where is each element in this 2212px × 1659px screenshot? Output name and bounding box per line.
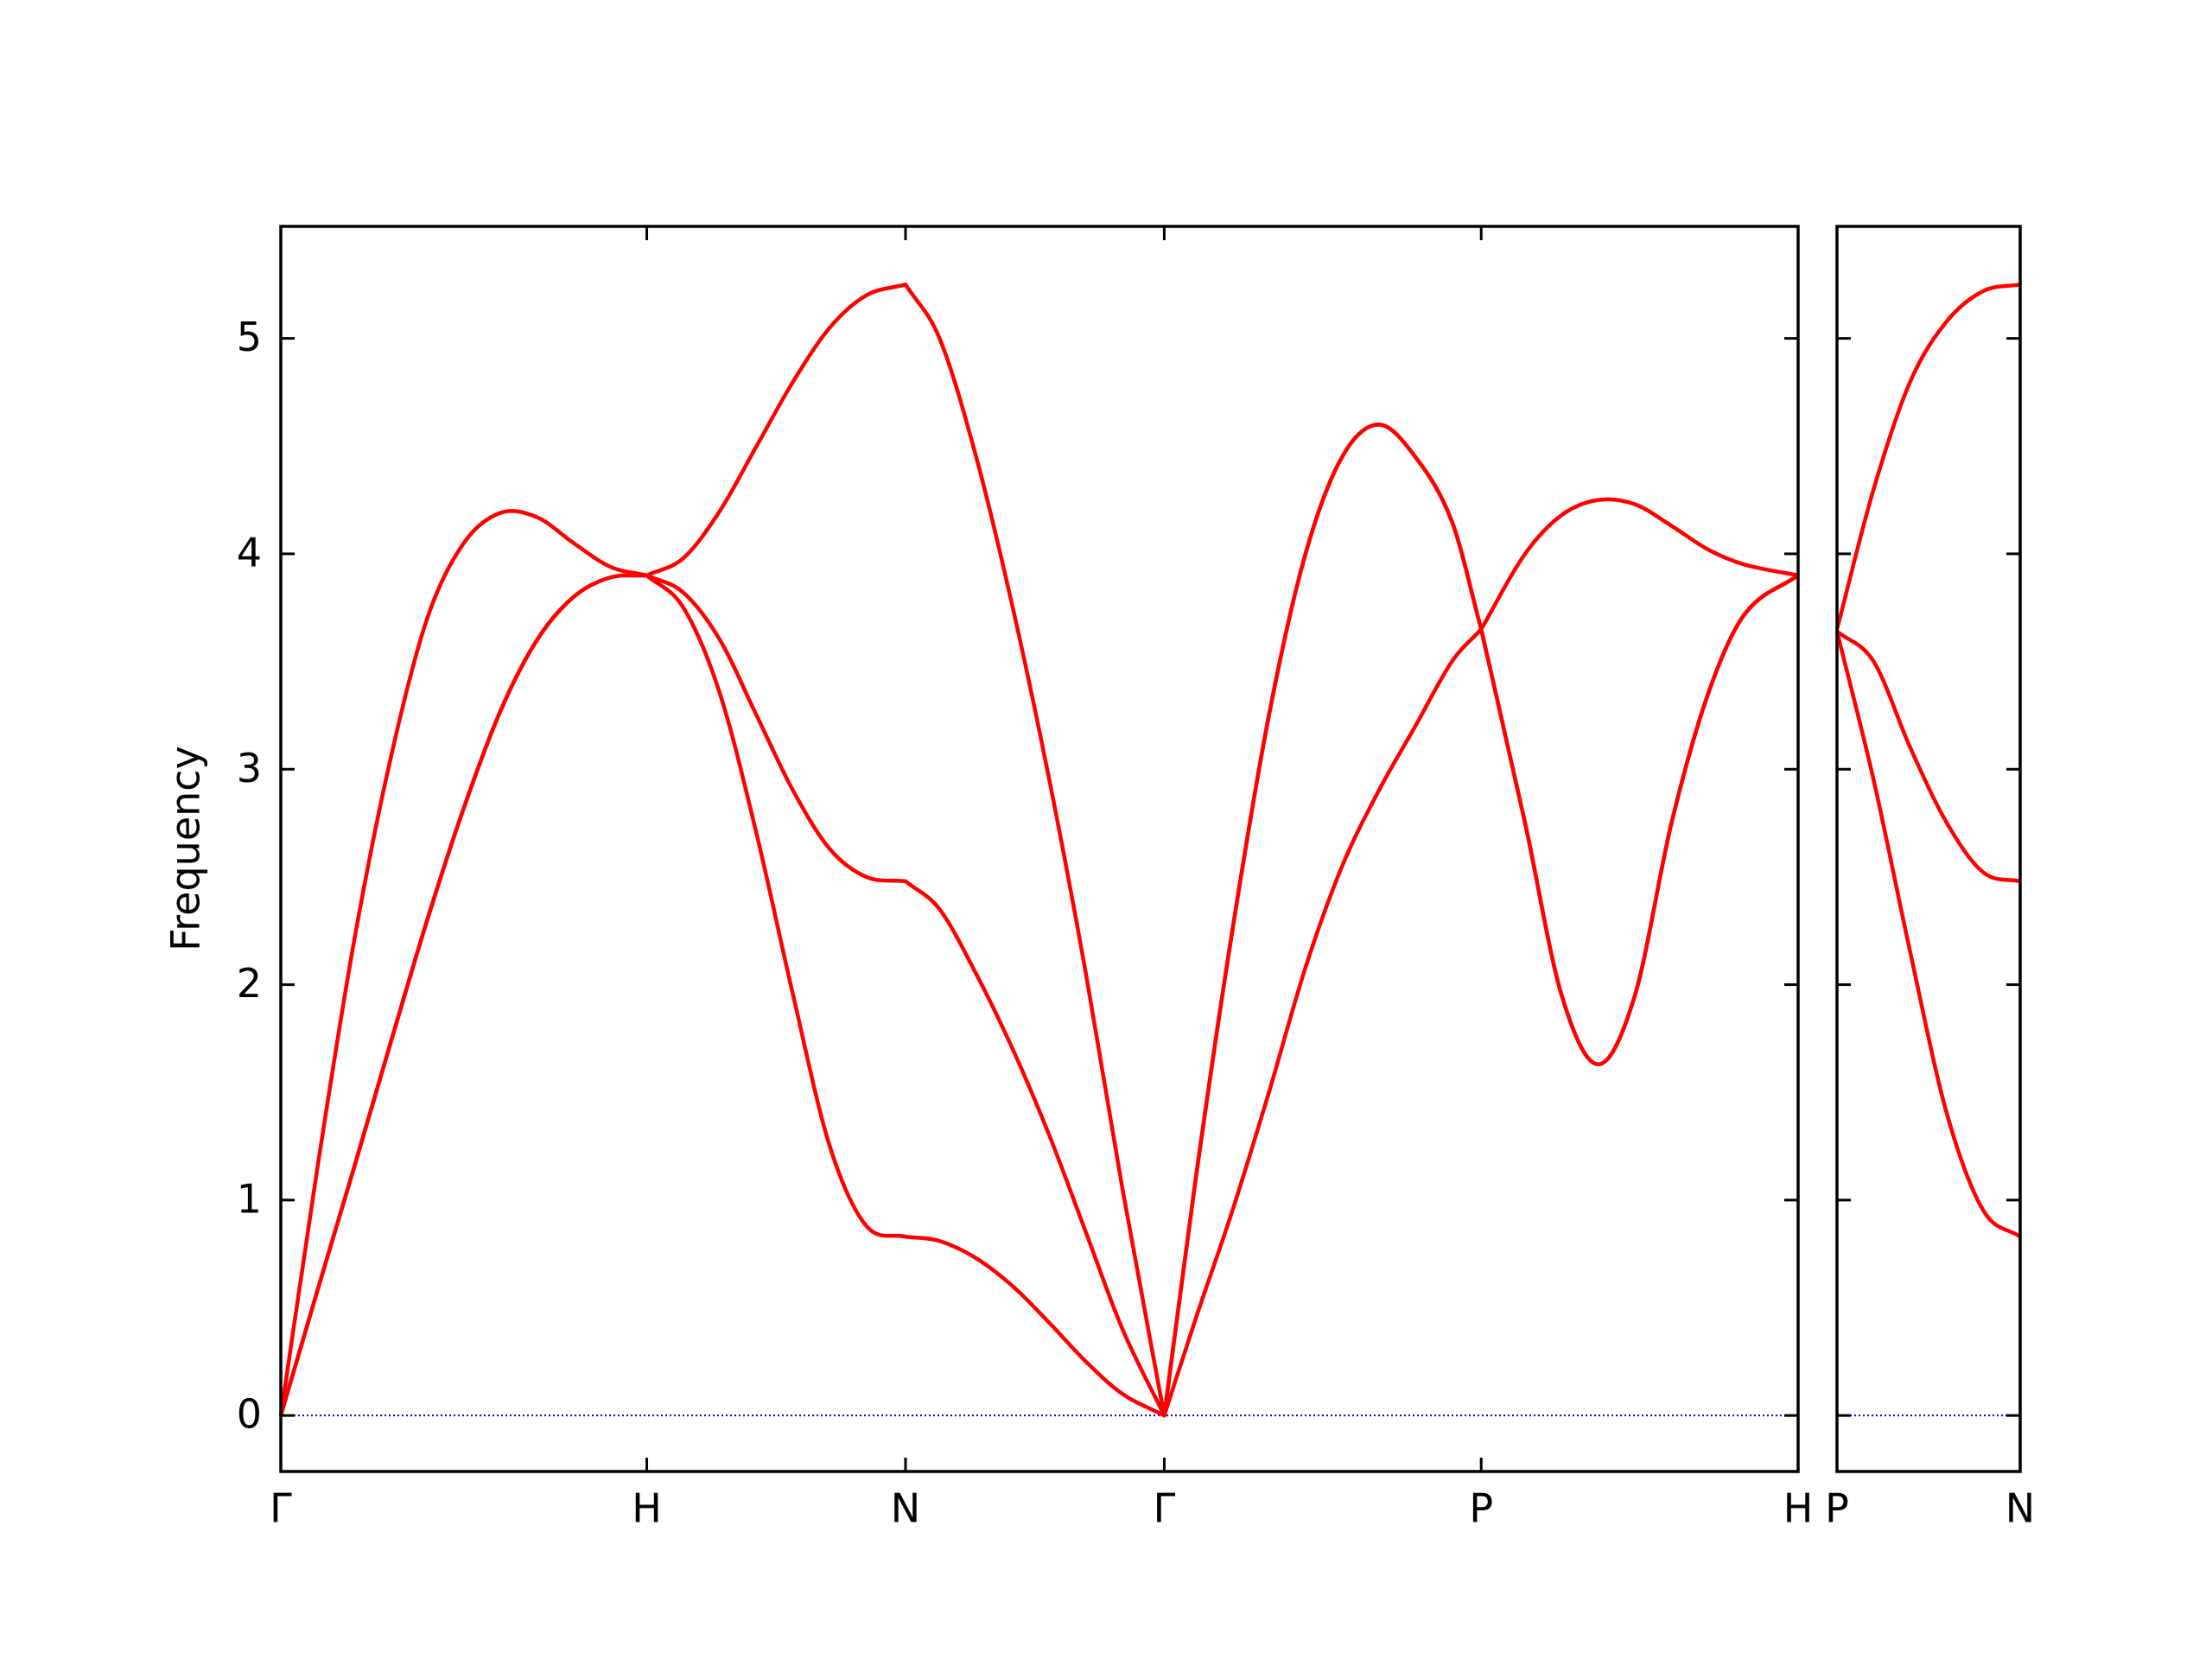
y-tick-label: 4 (237, 529, 262, 575)
x-tick-label: N (891, 1485, 920, 1532)
y-tick-label: 0 (237, 1391, 262, 1438)
y-tick-label: 5 (237, 314, 262, 360)
y-axis-label: Frequency (162, 746, 209, 951)
band-line (1834, 631, 2022, 1239)
y-tick-label: 1 (237, 1175, 262, 1222)
y-tick-label: 3 (237, 745, 262, 791)
x-tick-label: Γ (1154, 1485, 1176, 1532)
y-tick-label: 2 (237, 960, 262, 1007)
x-tick-label: N (2005, 1485, 2035, 1532)
plot-frame (279, 225, 1800, 1473)
band-line (1835, 629, 2021, 884)
x-tick-label: P (1469, 1485, 1493, 1532)
x-tick-label: H (632, 1485, 662, 1532)
plot-frame (1835, 225, 2022, 1473)
x-tick-label: Γ (270, 1485, 292, 1532)
x-tick-label: P (1825, 1485, 1849, 1532)
band-line (1834, 283, 2021, 630)
band-line (278, 423, 1800, 1418)
x-tick-label: H (1783, 1485, 1814, 1532)
